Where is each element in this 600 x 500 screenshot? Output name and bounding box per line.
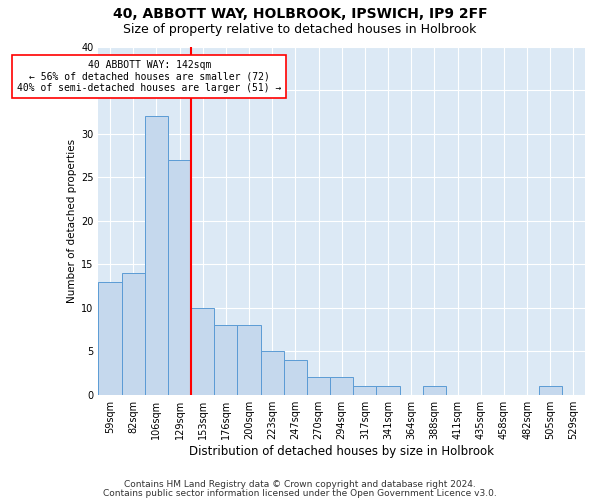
Bar <box>284 360 307 394</box>
Bar <box>376 386 400 394</box>
Bar <box>122 273 145 394</box>
Bar <box>353 386 376 394</box>
Bar <box>260 351 284 395</box>
Bar <box>330 378 353 394</box>
Bar <box>98 282 122 395</box>
Bar <box>145 116 168 394</box>
Bar <box>214 325 238 394</box>
Text: Contains HM Land Registry data © Crown copyright and database right 2024.: Contains HM Land Registry data © Crown c… <box>124 480 476 489</box>
Bar <box>191 308 214 394</box>
Bar <box>238 325 260 394</box>
Bar <box>539 386 562 394</box>
X-axis label: Distribution of detached houses by size in Holbrook: Distribution of detached houses by size … <box>189 444 494 458</box>
Y-axis label: Number of detached properties: Number of detached properties <box>67 138 77 302</box>
Text: Contains public sector information licensed under the Open Government Licence v3: Contains public sector information licen… <box>103 488 497 498</box>
Text: Size of property relative to detached houses in Holbrook: Size of property relative to detached ho… <box>124 22 476 36</box>
Bar <box>168 160 191 394</box>
Text: 40, ABBOTT WAY, HOLBROOK, IPSWICH, IP9 2FF: 40, ABBOTT WAY, HOLBROOK, IPSWICH, IP9 2… <box>113 8 487 22</box>
Bar <box>307 378 330 394</box>
Bar <box>423 386 446 394</box>
Text: 40 ABBOTT WAY: 142sqm
← 56% of detached houses are smaller (72)
40% of semi-deta: 40 ABBOTT WAY: 142sqm ← 56% of detached … <box>17 60 281 93</box>
